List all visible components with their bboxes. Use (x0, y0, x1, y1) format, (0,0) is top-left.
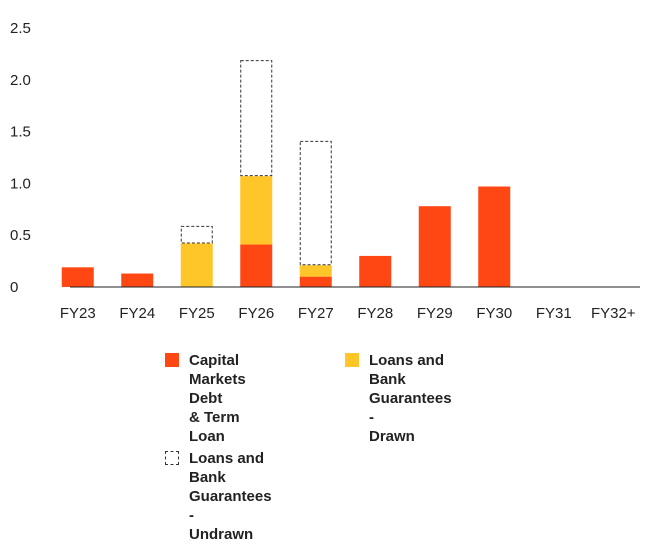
y-tick-label: 2.0 (10, 72, 31, 89)
y-tick-label: 1.0 (10, 175, 31, 192)
legend-label-capital-markets: Capital Markets Debt & Term Loan (189, 351, 246, 446)
bar-segment (180, 225, 213, 244)
legend-label-line: Guarantees - (369, 390, 452, 426)
legend-label-line: Drawn (369, 428, 415, 445)
bar-segment (299, 276, 332, 287)
legend-label-line: & Term Loan (189, 409, 240, 445)
legend-label-line: Bank (369, 371, 406, 388)
bar-segment (359, 255, 392, 287)
bar-segment (180, 243, 213, 287)
bar-segment (478, 186, 511, 287)
legend-item-capital-markets: Capital Markets Debt & Term Loan (165, 351, 246, 446)
x-tick-label: FY25 (179, 305, 215, 322)
y-tick-label: 2.5 (10, 20, 31, 37)
bars (61, 60, 511, 287)
legend-label-line: Bank (189, 469, 226, 486)
legend-label-line: Guarantees - (189, 488, 272, 524)
legend-label-line: Loans and (369, 352, 445, 369)
x-tick-label: FY30 (476, 305, 512, 322)
legend-item-drawn: Loans and Bank Guarantees - Drawn (345, 351, 452, 446)
x-tick-label: FY29 (417, 305, 453, 322)
x-tick-label: FY24 (119, 305, 155, 322)
legend-swatch-drawn (345, 353, 359, 367)
bar-segment (240, 60, 273, 177)
y-axis-ticks: 0 0.5 1.0 1.5 2.0 2.5 (10, 20, 31, 296)
x-tick-label: FY32+ (591, 305, 636, 322)
bar-segment (240, 176, 273, 245)
legend-swatch-capital-markets (165, 353, 179, 367)
bar-segment (418, 206, 451, 287)
debt-maturity-chart: 00.51.01.52.02.5 FY23 FY24 FY25 FY26 FY27 FY2… (10, 20, 640, 322)
legend-label-line: Undrawn (189, 526, 254, 543)
legend-label-undrawn: Loans and Bank Guarantees - Undrawn (189, 449, 272, 544)
x-tick-label: FY31 (536, 305, 572, 322)
x-tick-label: FY28 (357, 305, 393, 322)
y-tick-label: 0 (10, 279, 18, 296)
bar-segment (299, 265, 332, 277)
legend-label-drawn: Loans and Bank Guarantees - Drawn (369, 351, 452, 446)
x-tick-label: FY26 (238, 305, 274, 322)
bar-segment (299, 140, 332, 266)
legend-label-line: Markets Debt (189, 371, 246, 407)
bar-segment (121, 273, 154, 287)
legend-label-line: Loans and (189, 450, 265, 467)
legend-item-undrawn: Loans and Bank Guarantees - Undrawn (165, 449, 272, 544)
x-tick-label: FY27 (298, 305, 334, 322)
y-tick-label: 0.5 (10, 227, 31, 244)
bar-segment (61, 267, 94, 287)
y-tick-label: 1.5 (10, 124, 31, 141)
legend-label-line: Capital (189, 352, 240, 369)
x-tick-label: FY23 (60, 305, 96, 322)
legend-swatch-undrawn (165, 451, 179, 465)
bar-segment (240, 244, 273, 287)
x-axis-ticks: FY23 FY24 FY25 FY26 FY27 FY28 FY29 FY30 FY31 FY32… (60, 305, 636, 322)
